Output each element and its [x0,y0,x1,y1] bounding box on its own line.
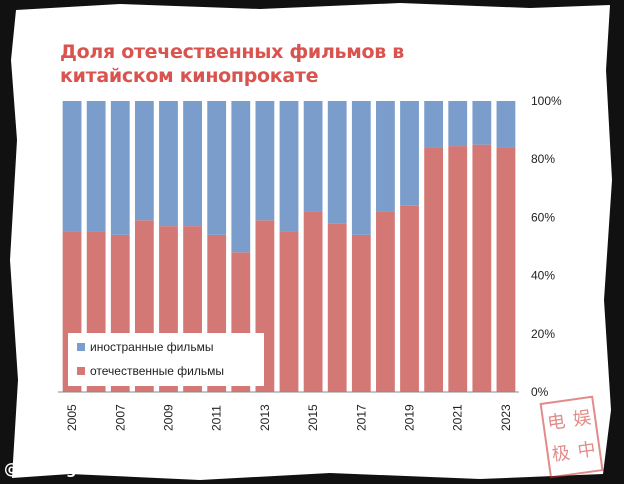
bar-foreign-2012 [231,101,251,253]
bar-foreign-2014 [279,101,299,232]
svg-text:中: 中 [576,439,597,461]
bar-domestic-2023 [496,147,516,392]
x-tick-label: 2017 [354,404,368,431]
svg-text:娱: 娱 [572,407,593,429]
y-tick-label: 60% [531,210,555,224]
bar-domestic-2014 [279,231,299,392]
bar-domestic-2021 [448,146,468,392]
bar-foreign-2013 [255,101,275,221]
bar-foreign-2007 [110,101,130,235]
legend-swatch-domestic [77,367,85,375]
legend-label-foreign: иностранные фильмы [90,340,213,354]
bar-foreign-2019 [400,101,419,206]
y-tick-label: 20% [531,327,555,341]
bar-foreign-2009 [159,101,178,227]
bar-foreign-2017 [351,101,371,235]
x-axis: 2005 2007 2009 2011 2013 2015 2017 2019 2021 2023 [65,404,513,431]
watermark: @chinogram [4,460,111,478]
legend-box [68,333,264,386]
bar-foreign-2015 [303,101,323,212]
bar-foreign-2023 [496,101,516,148]
bar-foreign-2005 [62,101,82,232]
x-tick-label: 2015 [306,404,320,431]
bar-domestic-2022 [472,144,492,392]
bar-foreign-2021 [448,101,468,147]
y-axis: 0% 20% 40% 60% 80% 100% [531,94,562,399]
legend: иностранные фильмы отечественные фильмы [68,333,264,386]
bar-foreign-2010 [183,101,202,227]
red-seal-stamp: 电 娱 极 中 [539,395,604,479]
legend-label-domestic: отечественные фильмы [90,364,224,378]
x-tick-label: 2009 [161,404,175,431]
y-tick-label: 0% [531,385,549,399]
chart-title: Доля отечественных фильмов в китайском к… [60,41,405,87]
svg-text:极: 极 [550,443,571,465]
bar-domestic-2019 [400,205,419,392]
x-tick-label: 2005 [65,404,79,431]
svg-text:电: 电 [546,411,567,433]
x-tick-label: 2007 [113,404,127,431]
bar-domestic-2020 [424,147,444,392]
bar-foreign-2006 [86,101,106,232]
y-tick-label: 40% [531,269,555,283]
bar-foreign-2008 [134,101,154,221]
y-tick-label: 100% [531,94,562,108]
bar-domestic-2018 [376,211,395,392]
x-tick-label: 2013 [258,404,272,431]
bar-foreign-2022 [472,101,492,145]
x-tick-label: 2023 [499,404,513,431]
legend-swatch-foreign [77,343,85,351]
bar-domestic-2016 [327,223,347,392]
bar-foreign-2016 [327,101,347,224]
x-tick-label: 2011 [210,405,224,431]
x-tick-label: 2021 [451,404,465,431]
bar-domestic-2015 [303,211,323,392]
bar-foreign-2018 [376,101,395,212]
bar-foreign-2011 [207,101,227,235]
y-tick-label: 80% [531,152,555,166]
bar-foreign-2020 [424,101,444,148]
bar-domestic-2017 [351,234,371,392]
x-tick-label: 2019 [403,404,417,431]
